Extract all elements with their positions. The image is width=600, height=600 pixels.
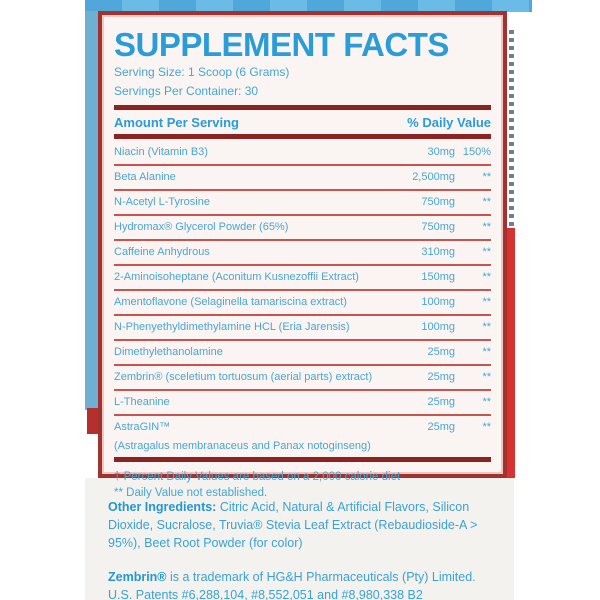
ingredient-name-line1: AstraGIN™ (114, 421, 171, 433)
ingredient-name: AstraGIN™ (Astragalus membranaceus and P… (114, 417, 395, 455)
footnote-daily-values: † Percent Daily Values are based on a 2,… (114, 471, 401, 483)
ingredient-row: Caffeine Anhydrous 310mg ** (114, 241, 491, 266)
vertical-microtext (509, 30, 514, 230)
ingredient-name: N-Acetyl L-Tyrosine (114, 196, 210, 208)
ingredient-row: Hydromax® Glycerol Powder (65%) 750mg ** (114, 216, 491, 241)
ingredient-dv: ** (482, 346, 491, 358)
ingredient-amount: 25mg (427, 421, 455, 433)
ingredient-amount: 25mg (427, 346, 455, 358)
ingredient-row: Dimethylethanolamine 25mg ** (114, 341, 491, 366)
ingredient-name: 2-Aminoisoheptane (Aconitum Kusnezoffii … (114, 271, 359, 283)
supplement-facts-panel: SUPPLEMENT FACTS Serving Size: 1 Scoop (… (98, 11, 507, 499)
ingredient-name: Dimethylethanolamine (114, 346, 223, 358)
corner-notch (87, 408, 100, 434)
servings-per-container-line: Servings Per Container: 30 (114, 84, 259, 98)
serving-size-line: Serving Size: 1 Scoop (6 Grams) (114, 65, 290, 79)
facts-header-row: Amount Per Serving % Daily Value (114, 112, 491, 132)
amount-per-serving-label: Amount Per Serving (114, 115, 239, 130)
ingredient-dv: ** (482, 321, 491, 333)
thick-divider (114, 134, 491, 139)
daily-value-label: % Daily Value (407, 115, 491, 130)
ingredient-row: AstraGIN™ (Astragalus membranaceus and P… (114, 416, 491, 455)
ingredient-amount: 25mg (427, 396, 455, 408)
trademark-text: is a trademark of HG&H Pharmaceuticals (… (108, 570, 476, 600)
other-ingredients-label: Other Ingredients: (108, 500, 217, 514)
ingredient-row: Niacin (Vitamin B3) 30mg 150% (114, 141, 491, 166)
ingredient-name: Beta Alanine (114, 171, 176, 183)
ingredient-dv: ** (482, 171, 491, 183)
ingredient-name: Zembrin® (sceletium tortuosum (aerial pa… (114, 371, 373, 383)
ingredient-name: Amentoflavone (Selaginella tamariscina e… (114, 296, 347, 308)
ingredient-name: Caffeine Anhydrous (114, 246, 210, 258)
ingredient-name-line2: (Astragalus membranaceus and Panax notog… (114, 440, 371, 452)
footnote-not-established: ** Daily Value not established. (114, 487, 268, 499)
ingredient-dv: ** (482, 371, 491, 383)
thick-divider (114, 105, 491, 110)
trademark-paragraph: Zembrin® is a trademark of HG&H Pharmace… (108, 568, 493, 600)
ingredient-row: N-Acetyl L-Tyrosine 750mg ** (114, 191, 491, 216)
ingredient-dv: ** (482, 271, 491, 283)
other-ingredients-text: Citric Acid, Natural & Artificial Flavor… (108, 500, 478, 550)
ingredient-row: Beta Alanine 2,500mg ** (114, 166, 491, 191)
lower-label-background (85, 478, 514, 600)
ingredient-name: N-Phenyethyldimethylamine HCL (Eria Jare… (114, 321, 350, 333)
ingredient-row: L-Theanine 25mg ** (114, 391, 491, 416)
other-ingredients-paragraph: Other Ingredients: Citric Acid, Natural … (108, 498, 493, 552)
footnotes-block: † Percent Daily Values are based on a 2,… (114, 464, 491, 501)
ingredient-dv: ** (482, 196, 491, 208)
left-accent-strip (85, 11, 98, 410)
panel-title: SUPPLEMENT FACTS (114, 26, 449, 63)
ingredient-dv: ** (482, 221, 491, 233)
ingredient-dv: 150% (462, 146, 491, 158)
trademark-label: Zembrin® (108, 570, 167, 584)
ingredient-amount: 100mg (421, 296, 455, 308)
ingredient-dv: ** (482, 396, 491, 408)
ingredient-dv: ** (482, 246, 491, 258)
thick-divider (114, 457, 491, 462)
ingredient-name: Niacin (Vitamin B3) (114, 146, 208, 158)
top-checker-band (85, 0, 532, 12)
ingredient-dv: ** (482, 296, 491, 308)
ingredient-amount: 750mg (421, 196, 455, 208)
ingredient-name: L-Theanine (114, 396, 170, 408)
ingredient-amount: 750mg (421, 221, 455, 233)
ingredient-name: Hydromax® Glycerol Powder (65%) (114, 221, 289, 233)
ingredient-amount: 2,500mg (412, 171, 455, 183)
ingredient-amount: 30mg (427, 146, 455, 158)
ingredient-amount: 310mg (421, 246, 455, 258)
ingredient-row: Amentoflavone (Selaginella tamariscina e… (114, 291, 491, 316)
ingredient-row: N-Phenyethyldimethylamine HCL (Eria Jare… (114, 316, 491, 341)
ingredient-amount: 25mg (427, 371, 455, 383)
ingredient-row: 2-Aminoisoheptane (Aconitum Kusnezoffii … (114, 266, 491, 291)
ingredient-amount: 150mg (421, 271, 455, 283)
ingredient-row: Zembrin® (sceletium tortuosum (aerial pa… (114, 366, 491, 391)
ingredient-amount: 100mg (421, 321, 455, 333)
ingredient-dv: ** (482, 421, 491, 433)
